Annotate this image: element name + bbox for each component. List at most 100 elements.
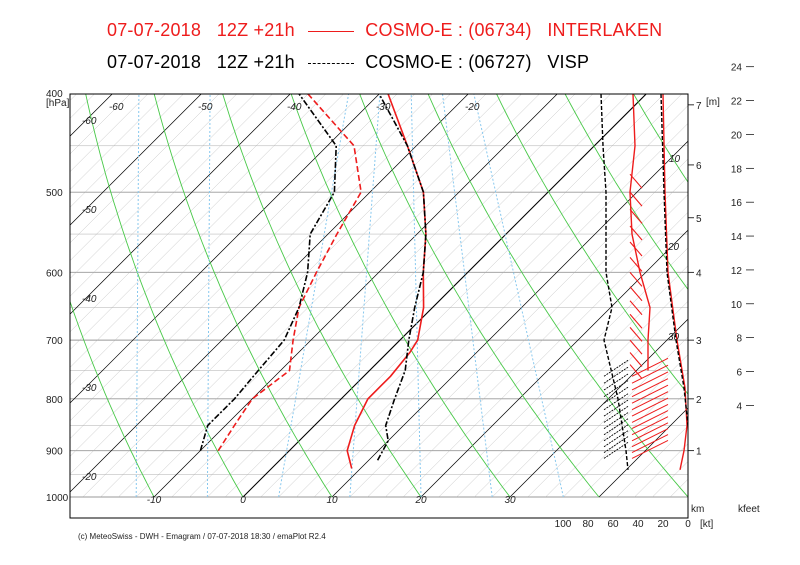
wind-curve-label: 30	[668, 332, 680, 343]
wind-barb-black	[603, 393, 629, 411]
wind-speed-tick-label: 0	[685, 519, 691, 530]
isotherm-minor-line	[118, 94, 522, 498]
isotherm-minor-line	[795, 94, 800, 497]
isotherm-minor-line	[545, 354, 688, 498]
dry-adiabat-line	[153, 94, 333, 498]
isotherm-minor-line	[70, 94, 344, 368]
isotherm-minor-line	[171, 94, 576, 498]
title2-run: 12Z +21h	[216, 52, 295, 72]
isotherm-minor-line	[70, 94, 433, 457]
isotherm-line	[420, 229, 688, 498]
isotherm-line	[0, 94, 23, 497]
dry-adiabat-line	[427, 94, 688, 498]
pressure-axis-top-label: 400	[46, 89, 63, 100]
wind-barb-red	[629, 271, 643, 287]
height-tick-label: 3	[696, 336, 702, 347]
isotherm-top-label: -40	[287, 102, 302, 113]
wind-profile-line	[662, 94, 688, 470]
isotherm-minor-line	[706, 94, 800, 497]
isotherm-minor-line	[189, 94, 593, 498]
isotherm-minor-line	[616, 425, 688, 498]
wind-barb-red	[631, 403, 669, 423]
dry-adiabat-line	[222, 94, 422, 498]
dry-adiabat-line	[702, 94, 800, 497]
km-unit-label: km	[691, 504, 704, 515]
isotherm-minor-line	[70, 94, 255, 279]
isotherm-label: -20	[82, 472, 97, 483]
kfeet-tick-label: 4	[736, 401, 742, 412]
wind-speed-tick-label: 40	[632, 519, 644, 530]
height-tick-label: 4	[696, 268, 702, 279]
isotherm-minor-line	[563, 372, 688, 498]
isotherm-line	[777, 94, 800, 497]
title1-run: 12Z +21h	[216, 20, 295, 40]
kfeet-tick-label: 20	[731, 130, 743, 141]
dry-adiabat-line	[70, 300, 155, 498]
isotherm-minor-line	[527, 336, 688, 498]
dry-adiabat-line	[290, 94, 511, 498]
legend-solid-line	[308, 30, 355, 32]
pressure-tick-label: 500	[46, 188, 63, 199]
moist-adiabat-line	[65, 94, 68, 497]
moist-adiabat-line	[410, 94, 422, 498]
wind-barb-red	[631, 428, 669, 448]
kfeet-tick-label: 14	[731, 232, 743, 243]
isotherm-line	[509, 318, 688, 498]
dry-adiabat-line	[496, 94, 688, 395]
dry-adiabat-line	[633, 94, 688, 183]
wind-barb-red	[629, 191, 643, 207]
isotherm-line	[70, 94, 291, 315]
isotherm-minor-line	[260, 94, 665, 498]
isotherm-minor-line	[367, 176, 688, 498]
temperature-tick-label: 0	[240, 495, 246, 506]
wind-barb-red	[629, 286, 643, 302]
isotherm-minor-line	[70, 94, 309, 333]
isotherm-label: -60	[82, 116, 97, 127]
wind-barb-red	[629, 339, 643, 355]
wind-barb-red	[631, 378, 669, 398]
isotherm-minor-line	[70, 94, 131, 155]
kfeet-tick-label: 12	[731, 266, 743, 277]
kfeet-tick-label: 16	[731, 198, 743, 209]
height-tick-label: 5	[696, 214, 702, 225]
isotherm-top-label: -30	[376, 102, 391, 113]
wind-barb-red	[629, 327, 643, 342]
isotherm-minor-line	[70, 94, 326, 350]
isotherm-top-label: -50	[198, 102, 213, 113]
wind-barb-red	[631, 371, 669, 391]
wind-barb-black	[603, 359, 629, 377]
isotherm-minor-line	[70, 94, 451, 475]
wind-barb-black	[603, 430, 629, 448]
wind-barb-red	[631, 364, 669, 384]
wind-barb-red	[631, 434, 669, 454]
dry-adiabat-line	[0, 94, 65, 497]
kfeet-unit-label: kfeet	[738, 504, 760, 515]
isotherm-minor-line	[296, 105, 688, 498]
kfeet-tick-label: 6	[736, 368, 742, 379]
height-tick-label: 1	[696, 447, 702, 458]
kfeet-tick-label: 8	[736, 334, 742, 345]
temperature-tick-label: 20	[414, 495, 427, 506]
wind-barb-red	[629, 352, 643, 367]
isotherm-minor-line	[0, 94, 41, 497]
pressure-tick-label: 600	[46, 268, 63, 279]
wind-profile-line	[660, 94, 688, 435]
sounding-visp-dewpoint	[199, 94, 338, 451]
isotherm-minor-line	[136, 94, 540, 498]
isotherm-label: -30	[82, 383, 97, 394]
wind-barb-black	[603, 380, 629, 398]
temperature-tick-label: 30	[504, 495, 516, 506]
title1-date: 07-07-2018	[107, 20, 202, 40]
wind-speed-tick-label: 60	[607, 519, 619, 530]
wind-barb-black	[603, 366, 629, 384]
wind-barb-red	[629, 313, 643, 329]
wind-profile-line	[629, 94, 651, 371]
moist-adiabat-line	[206, 94, 211, 497]
pressure-tick-label: 1000	[46, 493, 69, 504]
isotherm-line	[70, 94, 202, 226]
isotherm-line	[70, 94, 380, 404]
wind-curve-label: 20	[667, 242, 680, 253]
isotherm-minor-line	[70, 94, 398, 422]
temperature-tick-label: 10	[326, 495, 338, 506]
